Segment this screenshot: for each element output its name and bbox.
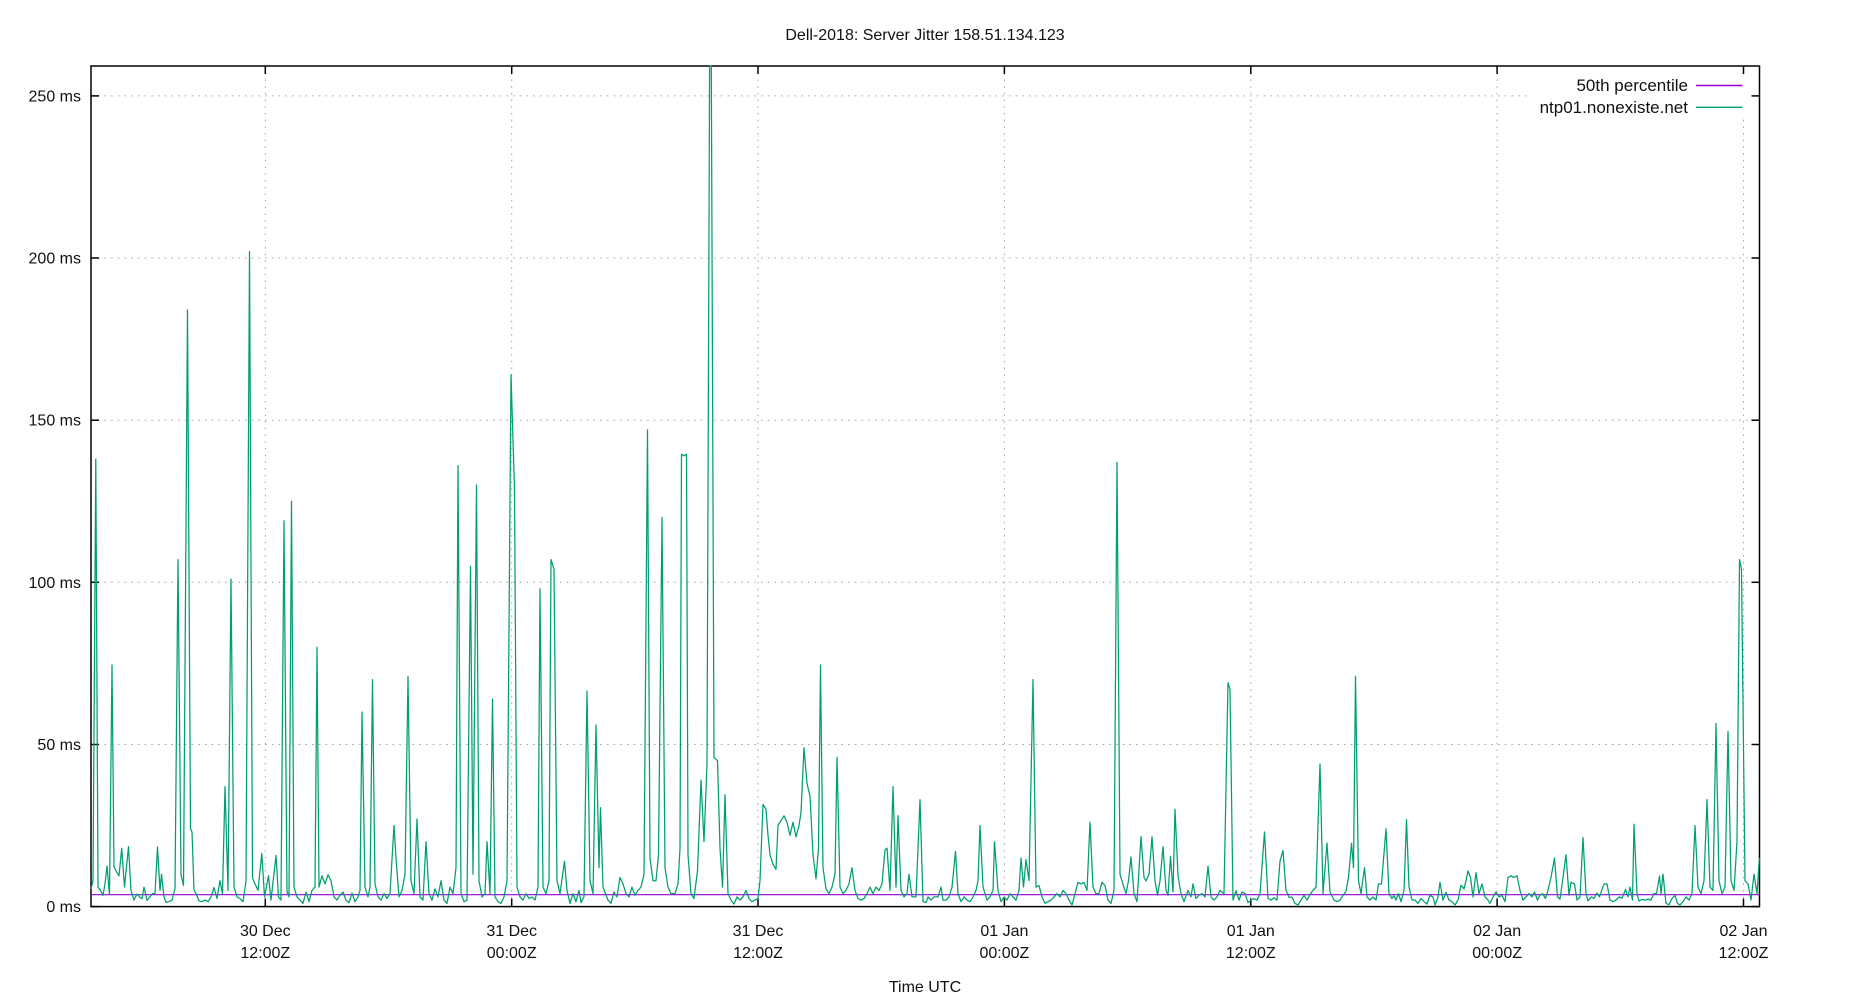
svg-text:01 Jan: 01 Jan: [1227, 923, 1275, 940]
svg-text:02 Jan: 02 Jan: [1473, 923, 1521, 940]
svg-text:00:00Z: 00:00Z: [979, 945, 1029, 962]
svg-text:12:00Z: 12:00Z: [1226, 945, 1276, 962]
svg-text:12:00Z: 12:00Z: [1719, 945, 1769, 962]
svg-text:50 ms: 50 ms: [37, 737, 81, 754]
svg-text:ntp01.nonexiste.net: ntp01.nonexiste.net: [1540, 98, 1689, 117]
svg-text:50th percentile: 50th percentile: [1576, 76, 1688, 95]
svg-text:100 ms: 100 ms: [29, 575, 81, 592]
svg-text:30 Dec: 30 Dec: [240, 923, 291, 940]
svg-text:12:00Z: 12:00Z: [240, 945, 290, 962]
svg-text:Time UTC: Time UTC: [889, 979, 961, 996]
svg-text:02 Jan: 02 Jan: [1719, 923, 1767, 940]
svg-text:31 Dec: 31 Dec: [486, 923, 537, 940]
svg-text:00:00Z: 00:00Z: [487, 945, 537, 962]
svg-text:250 ms: 250 ms: [29, 88, 81, 105]
svg-text:00:00Z: 00:00Z: [1472, 945, 1522, 962]
svg-text:31 Dec: 31 Dec: [733, 923, 784, 940]
svg-text:Dell-2018: Server Jitter 158.5: Dell-2018: Server Jitter 158.51.134.123: [785, 27, 1064, 44]
svg-text:200 ms: 200 ms: [29, 251, 81, 268]
svg-text:0 ms: 0 ms: [46, 899, 81, 916]
svg-text:150 ms: 150 ms: [29, 413, 81, 430]
svg-text:01 Jan: 01 Jan: [980, 923, 1028, 940]
svg-text:12:00Z: 12:00Z: [733, 945, 783, 962]
